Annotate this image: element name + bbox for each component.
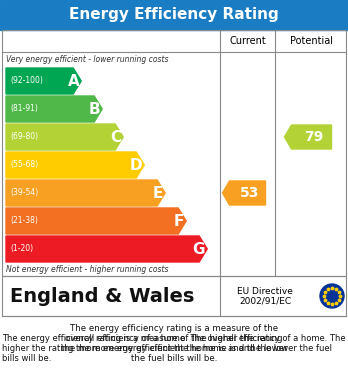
Text: 79: 79: [304, 130, 323, 144]
Text: The energy efficiency rating is a measure of the overall efficiency of a home. T: The energy efficiency rating is a measur…: [2, 334, 346, 363]
Bar: [2, 276, 346, 316]
Text: D: D: [129, 158, 142, 172]
Text: 2002/91/EC: 2002/91/EC: [239, 296, 291, 305]
Text: Not energy efficient - higher running costs: Not energy efficient - higher running co…: [6, 264, 168, 273]
Text: Potential: Potential: [290, 36, 333, 46]
Polygon shape: [6, 68, 81, 94]
Text: the more energy efficient the home is and the lower: the more energy efficient the home is an…: [61, 344, 287, 353]
Text: EU Directive: EU Directive: [237, 287, 293, 296]
Polygon shape: [222, 181, 266, 205]
Text: (69-80): (69-80): [10, 133, 38, 142]
Text: F: F: [174, 213, 184, 228]
Text: 53: 53: [240, 186, 259, 200]
Text: overall efficiency of a home. The higher the rating: overall efficiency of a home. The higher…: [65, 334, 283, 343]
Polygon shape: [6, 180, 165, 206]
Text: The energy efficiency rating is a measure of the: The energy efficiency rating is a measur…: [70, 324, 278, 333]
Text: (92-100): (92-100): [10, 77, 43, 86]
Polygon shape: [6, 96, 102, 122]
Text: (21-38): (21-38): [10, 217, 38, 226]
Text: (81-91): (81-91): [10, 104, 38, 113]
Polygon shape: [6, 236, 207, 262]
Text: (55-68): (55-68): [10, 160, 38, 170]
Text: C: C: [110, 129, 121, 145]
Text: B: B: [89, 102, 100, 117]
Text: Energy Efficiency Rating: Energy Efficiency Rating: [69, 7, 279, 23]
Circle shape: [320, 284, 344, 308]
Text: A: A: [68, 74, 79, 88]
Bar: [0, 0, 348, 30]
Polygon shape: [6, 208, 186, 234]
Text: (39-54): (39-54): [10, 188, 38, 197]
Polygon shape: [6, 152, 144, 178]
Text: Current: Current: [229, 36, 266, 46]
Text: G: G: [193, 242, 205, 256]
Bar: [2, 30, 346, 276]
Text: (1-20): (1-20): [10, 244, 33, 253]
Text: England & Wales: England & Wales: [10, 287, 195, 305]
Polygon shape: [285, 125, 332, 149]
Polygon shape: [6, 124, 123, 150]
Text: Very energy efficient - lower running costs: Very energy efficient - lower running co…: [6, 54, 168, 63]
Text: E: E: [153, 185, 163, 201]
Text: the fuel bills will be.: the fuel bills will be.: [131, 354, 217, 363]
